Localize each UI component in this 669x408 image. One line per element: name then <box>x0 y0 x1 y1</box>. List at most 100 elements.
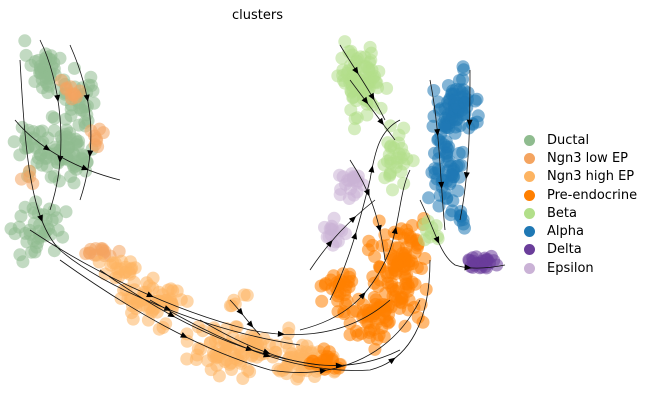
scatter-point <box>87 96 101 110</box>
scatter-point <box>123 255 137 269</box>
streamline-arrow <box>368 92 375 101</box>
streamline-arrow <box>335 362 343 369</box>
scatter-point <box>59 81 73 95</box>
scatter-point <box>373 312 387 326</box>
streamline <box>299 169 411 331</box>
scatter-point <box>52 174 66 188</box>
scatter-point <box>126 312 140 326</box>
scatter-point <box>25 245 38 259</box>
scatter-point <box>397 177 411 190</box>
scatter-point <box>180 334 194 348</box>
scatter-point <box>366 238 379 252</box>
streamline-arrow <box>433 236 440 244</box>
scatter-point <box>358 50 372 64</box>
scatter-point <box>123 292 137 306</box>
streamline-arrow <box>262 348 271 355</box>
streamline-arrow <box>438 181 445 189</box>
streamline-arrow <box>87 150 94 158</box>
scatter-point <box>331 305 345 319</box>
scatter-point <box>422 191 436 205</box>
scatter-point <box>406 257 420 271</box>
scatter-points <box>4 34 504 386</box>
legend-marker <box>524 171 535 183</box>
streamline-arrow <box>180 332 188 338</box>
legend-item: Ngn3 high EP <box>524 168 637 186</box>
scatter-point <box>133 292 147 306</box>
scatter-point <box>18 34 32 48</box>
streamline-arrow <box>163 305 172 311</box>
scatter-point <box>224 343 238 357</box>
legend-label: Ngn3 low EP <box>547 150 629 166</box>
streamline-arrow <box>375 224 382 233</box>
streamline <box>329 119 401 301</box>
scatter-point <box>390 257 404 271</box>
scatter-point <box>360 108 374 122</box>
scatter-point <box>445 204 459 218</box>
legend-item: Pre-endocrine <box>524 186 637 204</box>
legend-item: Alpha <box>524 222 637 240</box>
legend-marker <box>524 152 535 164</box>
scatter-point <box>334 182 348 196</box>
streamline-arrow <box>277 330 285 337</box>
streamline-arrow <box>463 172 470 180</box>
scatter-point <box>414 298 428 311</box>
scatter-point <box>35 158 49 172</box>
scatter-point <box>346 305 360 318</box>
scatter-point <box>380 81 394 95</box>
scatter-point <box>368 342 382 356</box>
scatter-point <box>427 84 441 97</box>
legend-item: Beta <box>524 204 637 222</box>
scatter-point <box>402 293 416 307</box>
chart-title: clusters <box>232 8 283 23</box>
streamline-arrow <box>37 214 43 223</box>
scatter-point <box>454 158 468 172</box>
legend-marker <box>524 134 535 146</box>
scatter-point <box>347 171 360 185</box>
scatter-point <box>336 63 350 77</box>
streamline-arrow <box>236 307 244 316</box>
scatter-point <box>79 247 93 261</box>
scatter-point <box>338 35 352 49</box>
streamline-arrow <box>54 94 61 103</box>
scatter-point <box>282 321 296 335</box>
scatter-point <box>84 79 98 92</box>
scatter-point <box>437 119 451 133</box>
streamline-arrow <box>363 188 370 197</box>
scatter-point <box>234 356 248 370</box>
streamline <box>29 229 391 335</box>
scatter-point <box>442 140 456 154</box>
streamline-arrow <box>434 128 441 137</box>
scatter-point <box>456 145 470 159</box>
scatter-point <box>402 280 416 294</box>
scatter-point <box>377 158 391 172</box>
scatter-point <box>180 352 194 366</box>
legend-item: Delta <box>524 241 637 259</box>
streamline <box>419 199 506 269</box>
scatter-point <box>180 294 194 308</box>
streamline <box>459 69 471 221</box>
scatter-point <box>59 127 73 141</box>
streamline-arrow <box>352 66 359 75</box>
scatter-point <box>392 128 406 142</box>
scatter-point <box>59 205 73 219</box>
legend-item: Ductal <box>524 131 637 149</box>
scatter-point <box>240 288 254 302</box>
streamline-arrow <box>83 94 90 102</box>
scatter-point <box>13 248 27 262</box>
scatter-point <box>343 328 357 342</box>
legend-marker <box>524 244 535 256</box>
scatter-point <box>194 342 208 356</box>
streamline <box>149 259 431 371</box>
scatter-point <box>314 279 328 293</box>
scatter-point <box>64 102 78 116</box>
scatter-point <box>203 336 217 350</box>
scatter-point <box>69 90 83 104</box>
streamline-arrow <box>377 117 384 126</box>
scatter-point <box>268 345 282 359</box>
scatter-point <box>315 294 329 308</box>
scatter-point <box>28 75 42 88</box>
legend-label: Alpha <box>547 224 584 240</box>
legend-label: Beta <box>547 205 577 221</box>
streamline-arrow <box>167 311 176 318</box>
